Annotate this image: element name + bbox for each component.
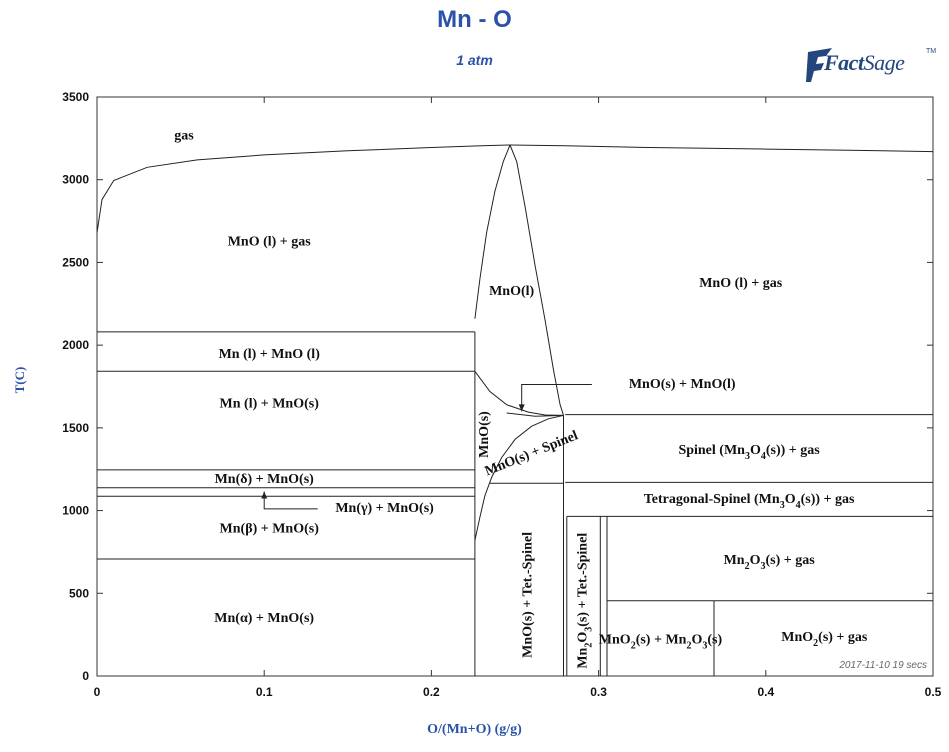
region-label: Mn2O3(s) + Tet.-Spinel	[576, 533, 595, 669]
factsage-logo-tm: TM	[926, 48, 937, 55]
region-label: MnO (l) + gas	[228, 235, 312, 250]
phase-boundary-curve	[474, 144, 511, 319]
leader-arrowhead	[261, 491, 268, 499]
region-label: Mn(δ) + MnO(s)	[215, 472, 315, 487]
factsage-logo-text: FactSage	[824, 50, 905, 75]
y-tick-label: 2000	[62, 338, 89, 352]
region-label: Mn (l) + MnO(s)	[220, 397, 320, 412]
phase-boundary-curve	[474, 414, 564, 541]
y-tick-label: 2500	[62, 255, 89, 269]
phase-boundaries	[96, 144, 934, 676]
factsage-logo-mark	[806, 48, 832, 82]
region-label: Mn(β) + MnO(s)	[220, 522, 320, 537]
y-tick-label: 500	[69, 586, 89, 600]
x-tick-label: 0.2	[423, 685, 440, 699]
region-label: MnO(s) + Spinel	[483, 429, 581, 480]
chart-title: Mn - O	[437, 6, 512, 33]
region-label: Mn(α) + MnO(s)	[214, 611, 314, 626]
region-label: Tetragonal-Spinel (Mn3O4(s)) + gas	[644, 492, 855, 511]
region-label: MnO2(s) + Mn2O3(s)	[599, 633, 723, 652]
y-axis-label: T(C)	[12, 366, 27, 394]
region-label: MnO2(s) + gas	[781, 630, 868, 649]
x-axis-label: O/(Mn+O) (g/g)	[427, 722, 522, 737]
region-label: Mn (l) + MnO (l)	[219, 347, 321, 362]
x-tick-label: 0.1	[256, 685, 273, 699]
phase-boundary-curve	[506, 412, 564, 417]
x-tick-label: 0.3	[590, 685, 607, 699]
x-axis: 0 0.1 0.2 0.3 0.4 0.5	[94, 97, 942, 699]
region-label: gas	[174, 129, 194, 144]
region-label: MnO(s) + Tet.-Spinel	[521, 532, 536, 658]
y-tick-label: 0	[82, 669, 89, 683]
timestamp: 2017-11-10 19 secs	[838, 660, 927, 671]
leader-line	[263, 491, 318, 510]
y-axis: 0 500 1000 1500 2000 2500 3000 3500	[62, 90, 933, 683]
region-label: MnO (l) + gas	[699, 276, 783, 291]
y-tick-label: 1500	[62, 421, 89, 435]
x-tick-label: 0	[94, 685, 101, 699]
region-label: Mn2O3(s) + gas	[724, 553, 816, 572]
region-label: Spinel (Mn3O4(s)) + gas	[678, 443, 820, 462]
leader-arrowhead	[518, 404, 525, 412]
x-tick-label: 0.5	[925, 685, 942, 699]
leader-arrows	[261, 384, 592, 510]
plot-frame	[96, 96, 934, 677]
region-labels: gas MnO (l) + gas MnO(l) MnO (l) + gas Mn (l…	[174, 129, 868, 669]
x-tick-label: 0.4	[757, 685, 774, 699]
phase-boundary-curve	[96, 144, 934, 233]
region-label: MnO(s)	[477, 411, 492, 458]
chart-subtitle: 1 atm	[456, 52, 493, 68]
y-tick-label: 3000	[62, 173, 89, 187]
factsage-logo: FactSage TM	[806, 44, 940, 86]
leader-line	[521, 384, 592, 412]
y-tick-label: 3500	[62, 90, 89, 104]
y-tick-label: 1000	[62, 504, 89, 518]
phase-boundary-curve	[509, 144, 564, 416]
region-label: MnO(s) + MnO(l)	[629, 377, 736, 392]
phase-boundary-curve	[474, 371, 564, 416]
region-label: MnO(l)	[489, 284, 534, 299]
region-label: Mn(γ) + MnO(s)	[335, 501, 434, 516]
